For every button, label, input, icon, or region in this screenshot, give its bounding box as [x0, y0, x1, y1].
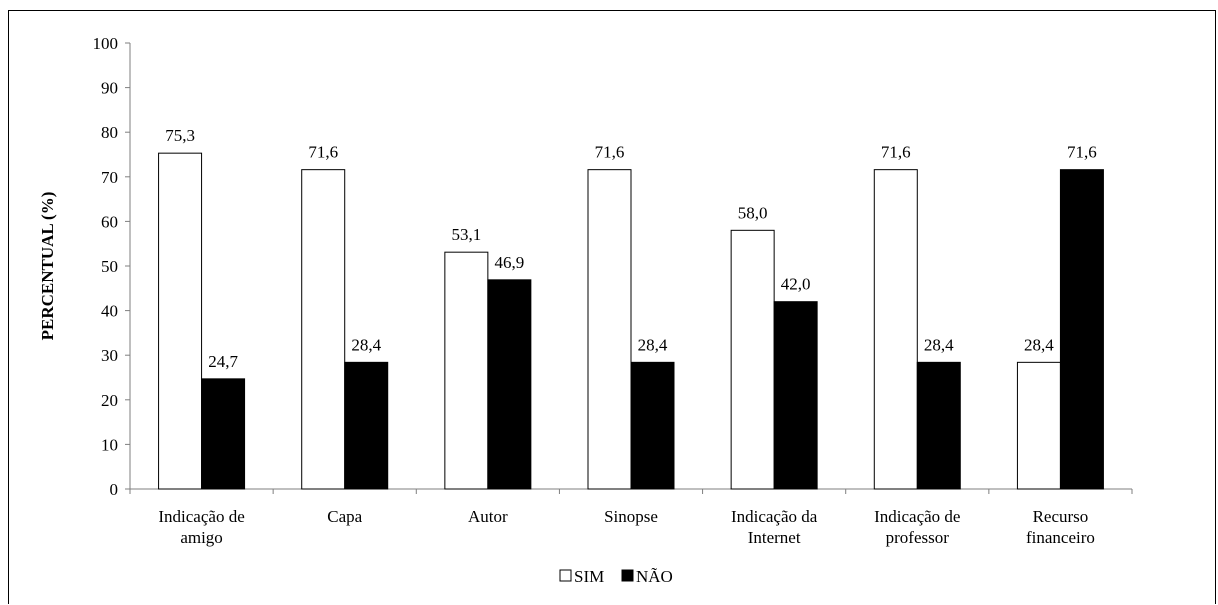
y-tick-label: 10 [101, 435, 118, 454]
data-label: 71,6 [308, 143, 338, 162]
bar-sim [158, 152, 203, 490]
data-label: 24,7 [208, 352, 238, 371]
x-category-label: amigo [180, 528, 223, 547]
data-label: 28,4 [924, 335, 954, 354]
legend-swatch-nao [621, 569, 634, 582]
x-category-label: Indicação de [874, 507, 960, 526]
x-category-label: Capa [327, 507, 362, 526]
y-tick-label: 30 [101, 346, 118, 365]
y-tick-label: 80 [101, 123, 118, 142]
data-label: 46,9 [494, 253, 524, 272]
bar-nao [773, 301, 818, 490]
y-tick-label: 100 [93, 34, 119, 53]
y-tick-label: 70 [101, 168, 118, 187]
x-category-label: Indicação da [731, 507, 818, 526]
bar-nao [1059, 169, 1104, 490]
y-tick-label: 0 [110, 480, 119, 499]
legend-label: NÃO [636, 567, 673, 586]
x-category-label: financeiro [1026, 528, 1095, 547]
data-label: 75,3 [165, 126, 195, 145]
y-tick-label: 40 [101, 302, 118, 321]
data-label: 71,6 [881, 143, 911, 162]
bar-nao [487, 279, 532, 490]
bar-nao [344, 361, 389, 490]
chart-frame [8, 10, 1216, 604]
bar-sim [587, 169, 632, 490]
y-tick-label: 60 [101, 212, 118, 231]
x-category-label: Internet [748, 528, 801, 547]
x-category-label: professor [886, 528, 950, 547]
bar-nao [630, 361, 675, 490]
data-label: 42,0 [781, 275, 811, 294]
legend-label: SIM [574, 567, 604, 586]
bar-sim [730, 229, 775, 490]
x-category-label: Sinopse [604, 507, 658, 526]
x-category-label: Recurso [1033, 507, 1089, 526]
data-label: 58,0 [738, 203, 768, 222]
y-axis-label: PERCENTUAL (%) [38, 192, 57, 341]
data-label: 71,6 [1067, 143, 1097, 162]
y-tick-label: 90 [101, 79, 118, 98]
y-tick-label: 20 [101, 391, 118, 410]
data-label: 53,1 [451, 225, 481, 244]
data-label: 28,4 [1024, 335, 1054, 354]
bar-sim [1016, 361, 1061, 490]
bar-sim [301, 169, 346, 490]
y-tick-label: 50 [101, 257, 118, 276]
bar-nao [916, 361, 961, 490]
legend-swatch-sim [559, 569, 572, 582]
bar-sim [873, 169, 918, 490]
data-label: 71,6 [595, 143, 625, 162]
bar-sim [444, 251, 489, 490]
data-label: 28,4 [351, 335, 381, 354]
bar-nao [201, 378, 246, 490]
x-category-label: Indicação de [158, 507, 244, 526]
data-label: 28,4 [638, 335, 668, 354]
x-category-label: Autor [468, 507, 508, 526]
